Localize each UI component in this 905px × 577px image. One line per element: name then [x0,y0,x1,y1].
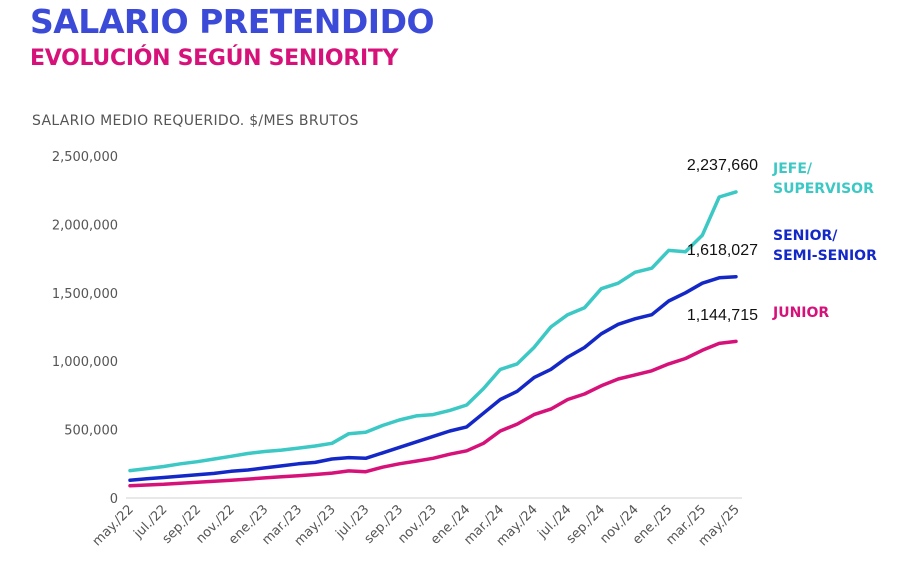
x-tick-label: may./22 [90,502,137,549]
legend-entry: SEMI-SENIOR [773,248,877,264]
y-tick-label: 500,000 [64,424,118,439]
page-subtitle: EVOLUCIÓN SEGÚN SENIORITY [30,46,399,71]
legend-entry: SENIOR/ [773,228,838,244]
legend-entry: JUNIOR [772,305,829,321]
series-line [128,339,738,488]
y-tick-label: 1,000,000 [52,355,118,370]
legend-entry: JEFE/ [772,161,813,177]
series-end-value-label: 1,144,715 [687,307,758,324]
legend-entry: SUPERVISOR [773,181,874,197]
y-axis-label: SALARIO MEDIO REQUERIDO. $/MES BRUTOS [32,113,359,129]
series-end-value-label: 2,237,660 [687,157,758,174]
series-line [128,274,738,482]
y-tick-label: 2,500,000 [52,150,118,165]
series-line [128,190,738,473]
y-tick-label: 2,000,000 [52,218,118,233]
y-tick-label: 0 [110,492,118,507]
series-end-value-label: 1,618,027 [687,242,758,259]
page-title: SALARIO PRETENDIDO [30,2,435,41]
y-tick-label: 1,500,000 [52,287,118,302]
